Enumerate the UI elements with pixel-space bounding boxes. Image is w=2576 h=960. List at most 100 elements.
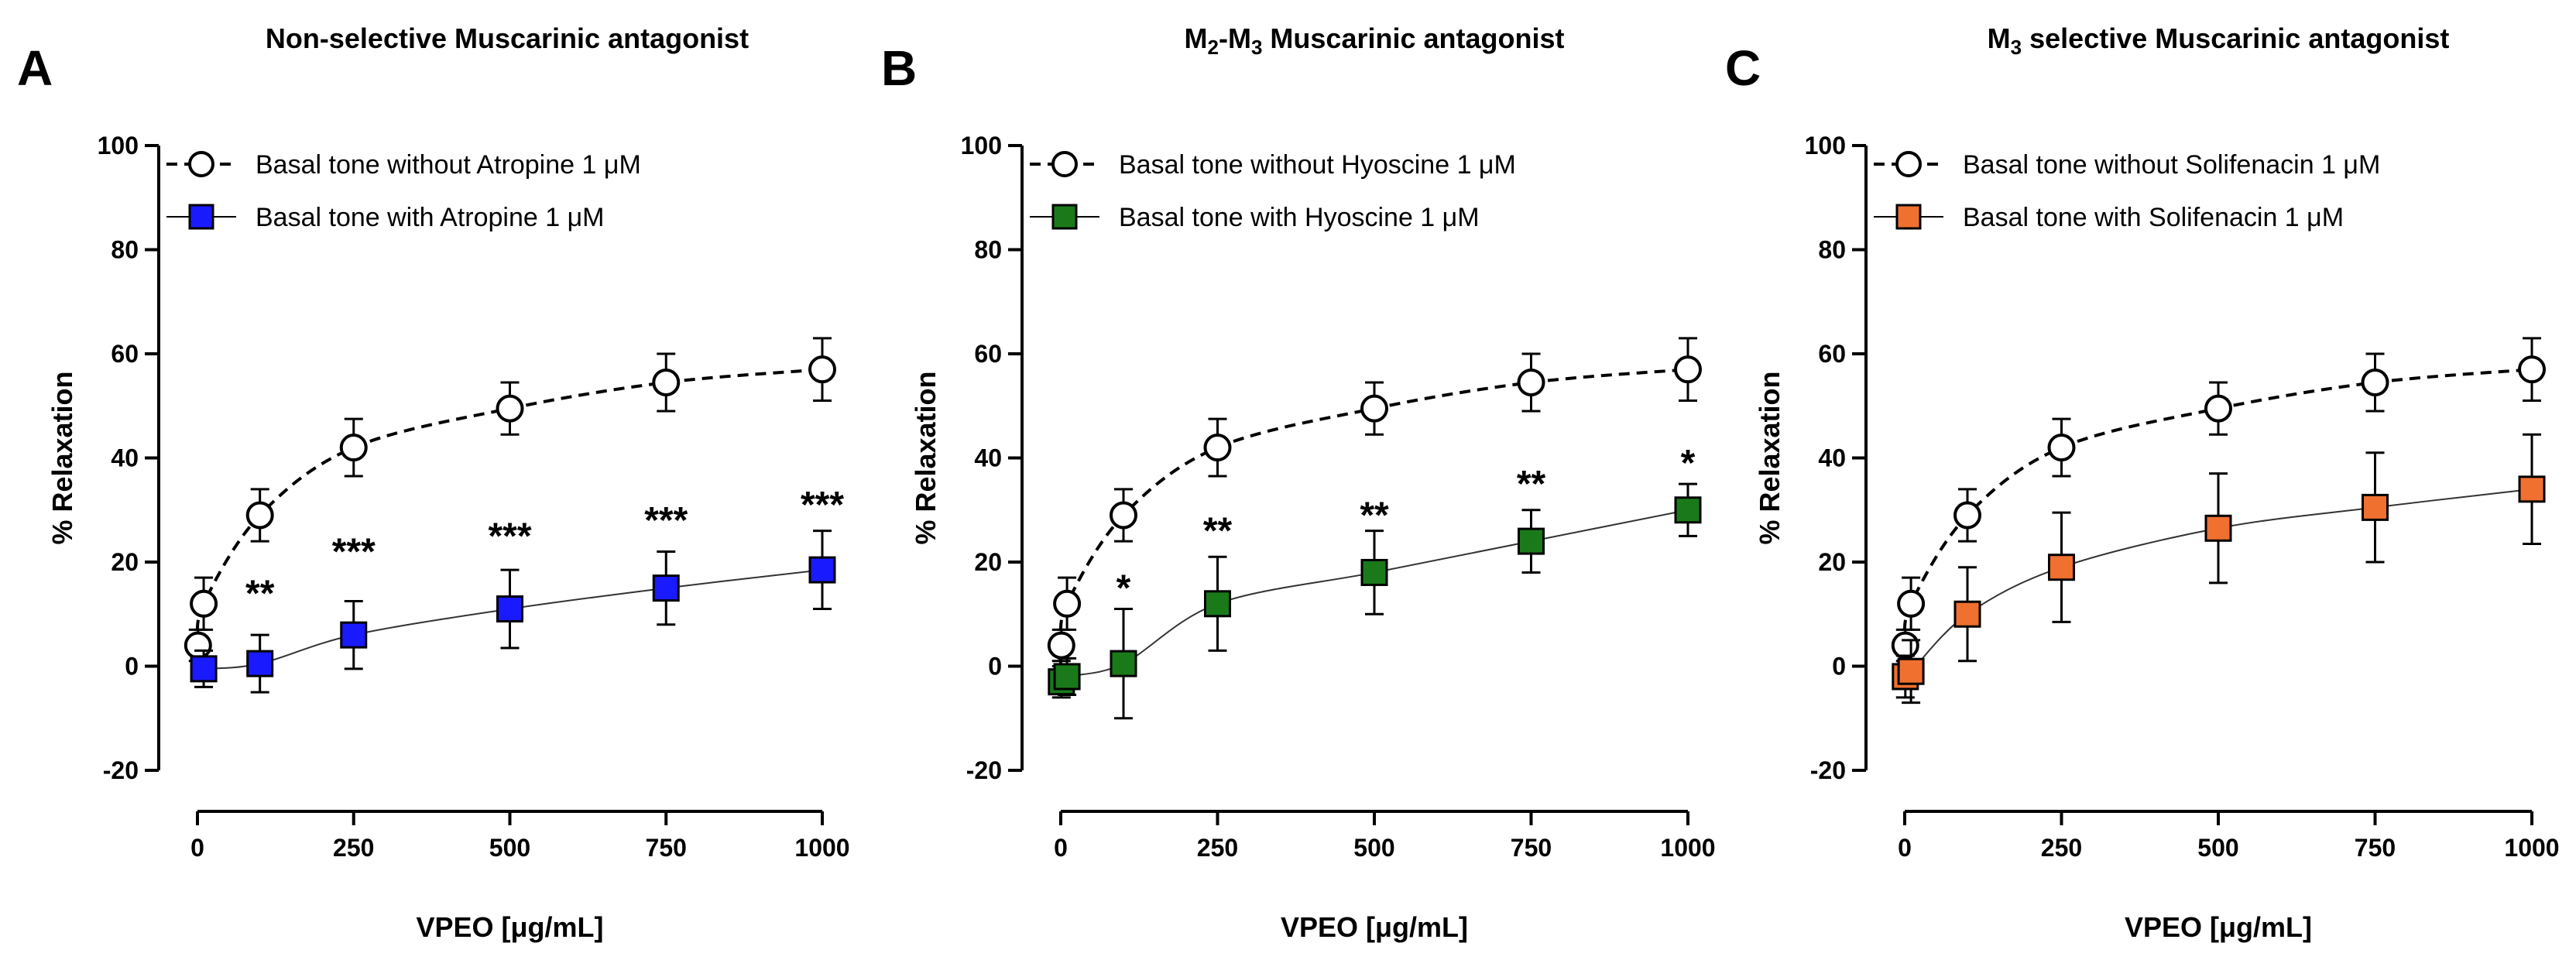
data-point-square bbox=[340, 621, 368, 649]
y-axis-label: % Relaxation bbox=[1754, 371, 1785, 544]
significance-label: ** bbox=[1203, 511, 1233, 552]
title-part: 3 bbox=[1251, 36, 1262, 59]
data-point-square bbox=[1953, 600, 1981, 628]
y-tick-label: -20 bbox=[103, 756, 139, 784]
legend-entry: Basal tone with Hyoscine 1 μM bbox=[1119, 203, 1480, 232]
legend-marker bbox=[1051, 151, 1078, 177]
data-point-circle bbox=[184, 631, 212, 660]
panel-letter: C bbox=[1725, 40, 1761, 96]
y-tick-label: 20 bbox=[974, 548, 1002, 576]
x-tick-label: 500 bbox=[2197, 834, 2238, 862]
data-point-square bbox=[2204, 514, 2232, 542]
significance-label: ** bbox=[1360, 495, 1389, 536]
chart-title: M3 selective Muscarinic antagonist bbox=[1988, 22, 2450, 59]
data-point-square bbox=[2362, 493, 2389, 521]
chart-panel-C: C M3 selective Muscarinic antagonist -20 0 2… bbox=[1725, 22, 2560, 943]
x-axis-label: VPEO [μg/mL] bbox=[416, 911, 603, 943]
y-tick-label: -20 bbox=[966, 756, 1002, 784]
y-tick-label: 80 bbox=[111, 236, 139, 264]
x-tick-label: 1000 bbox=[2504, 834, 2559, 862]
significance-label: *** bbox=[332, 532, 376, 573]
data-point-circle bbox=[496, 394, 524, 423]
y-tick-label: 20 bbox=[111, 548, 139, 576]
panel-letter: B bbox=[881, 40, 917, 96]
x-tick-label: 250 bbox=[1197, 834, 1238, 862]
title-part: -M bbox=[1219, 22, 1251, 54]
y-tick-label: 100 bbox=[98, 132, 139, 159]
x-tick-label: 250 bbox=[2041, 834, 2082, 862]
y-axis-label: % Relaxation bbox=[910, 371, 942, 544]
legend-marker bbox=[1051, 204, 1078, 230]
data-point-circle bbox=[652, 368, 681, 396]
panel-letter: A bbox=[17, 40, 53, 96]
data-point-circle bbox=[190, 589, 218, 618]
legend-marker bbox=[1895, 204, 1922, 230]
y-tick-label: 80 bbox=[1818, 236, 1846, 264]
data-point-circle bbox=[2204, 394, 2232, 423]
title-part: 3 bbox=[2011, 36, 2022, 59]
x-axis-label: VPEO [μg/mL] bbox=[1281, 911, 1468, 943]
data-point-square bbox=[808, 556, 836, 584]
data-point-circle bbox=[2518, 355, 2546, 384]
legend-entry: Basal tone without Hyoscine 1 μM bbox=[1119, 150, 1516, 180]
chart-panel-B: BM2-M3 Muscarinic antagonist-20020406080… bbox=[881, 22, 1716, 943]
data-point-circle bbox=[2047, 434, 2076, 462]
x-tick-label: 1000 bbox=[1660, 834, 1715, 862]
data-point-square bbox=[1110, 650, 1137, 677]
legend-entry: Basal tone with Solifenacin 1 μM bbox=[1963, 203, 2344, 232]
data-point-square bbox=[2048, 554, 2075, 581]
y-tick-label: 40 bbox=[1818, 444, 1846, 472]
title-part: M bbox=[1988, 22, 2011, 54]
series-line-1 bbox=[196, 569, 823, 670]
data-point-circle bbox=[1517, 368, 1545, 396]
legend-marker bbox=[188, 151, 214, 177]
y-tick-label: 60 bbox=[1818, 340, 1846, 368]
y-tick-label: -20 bbox=[1810, 756, 1846, 784]
data-point-circle bbox=[1897, 589, 1926, 618]
title-part: selective Muscarinic antagonist bbox=[2022, 22, 2449, 54]
y-tick-label: 60 bbox=[974, 340, 1002, 368]
data-point-square bbox=[2518, 475, 2546, 503]
x-tick-label: 750 bbox=[646, 834, 687, 862]
data-point-circle bbox=[1110, 501, 1137, 530]
x-axis-label: VPEO [μg/mL] bbox=[2125, 911, 2312, 943]
y-tick-label: 80 bbox=[974, 236, 1002, 264]
title-part: Muscarinic antagonist bbox=[1262, 22, 1564, 54]
data-point-square bbox=[1204, 590, 1231, 618]
x-tick-label: 0 bbox=[1054, 834, 1068, 862]
chart-title: M2-M3 Muscarinic antagonist bbox=[1185, 22, 1565, 59]
significance-label: * bbox=[1116, 568, 1131, 609]
x-tick-label: 500 bbox=[489, 834, 530, 862]
significance-label: * bbox=[1681, 443, 1696, 484]
x-tick-label: 0 bbox=[190, 834, 204, 862]
x-tick-label: 1000 bbox=[794, 834, 849, 862]
data-point-circle bbox=[1891, 631, 1919, 660]
data-point-circle bbox=[808, 355, 836, 384]
y-tick-label: 100 bbox=[1805, 132, 1846, 159]
chart-panel-A: A Non-selective Muscarinic antagonist -20 0… bbox=[17, 22, 850, 943]
data-point-circle bbox=[1203, 434, 1232, 462]
significance-label: *** bbox=[801, 485, 844, 526]
y-tick-label: 40 bbox=[974, 444, 1002, 472]
legend-entry: Basal tone with Atropine 1 μM bbox=[256, 203, 605, 232]
legend-marker bbox=[1895, 151, 1922, 177]
chart-title: Non-selective Muscarinic antagonist bbox=[266, 22, 749, 54]
x-tick-label: 250 bbox=[333, 834, 374, 862]
data-point-square bbox=[1360, 558, 1388, 586]
data-point-square bbox=[1053, 663, 1081, 691]
data-point-square bbox=[496, 595, 523, 623]
y-tick-label: 40 bbox=[111, 444, 139, 472]
data-point-square bbox=[190, 655, 218, 683]
x-tick-label: 750 bbox=[2355, 834, 2396, 862]
data-point-square bbox=[1674, 496, 1702, 524]
data-point-circle bbox=[1047, 631, 1075, 660]
y-tick-label: 0 bbox=[1832, 653, 1846, 681]
legend-entry: Basal tone without Atropine 1 μM bbox=[256, 150, 641, 180]
title-part: M bbox=[1185, 22, 1208, 54]
data-point-circle bbox=[339, 434, 368, 462]
x-tick-label: 750 bbox=[1511, 834, 1552, 862]
data-point-square bbox=[652, 574, 680, 602]
y-axis-label: % Relaxation bbox=[46, 371, 78, 544]
significance-label: *** bbox=[488, 516, 531, 557]
